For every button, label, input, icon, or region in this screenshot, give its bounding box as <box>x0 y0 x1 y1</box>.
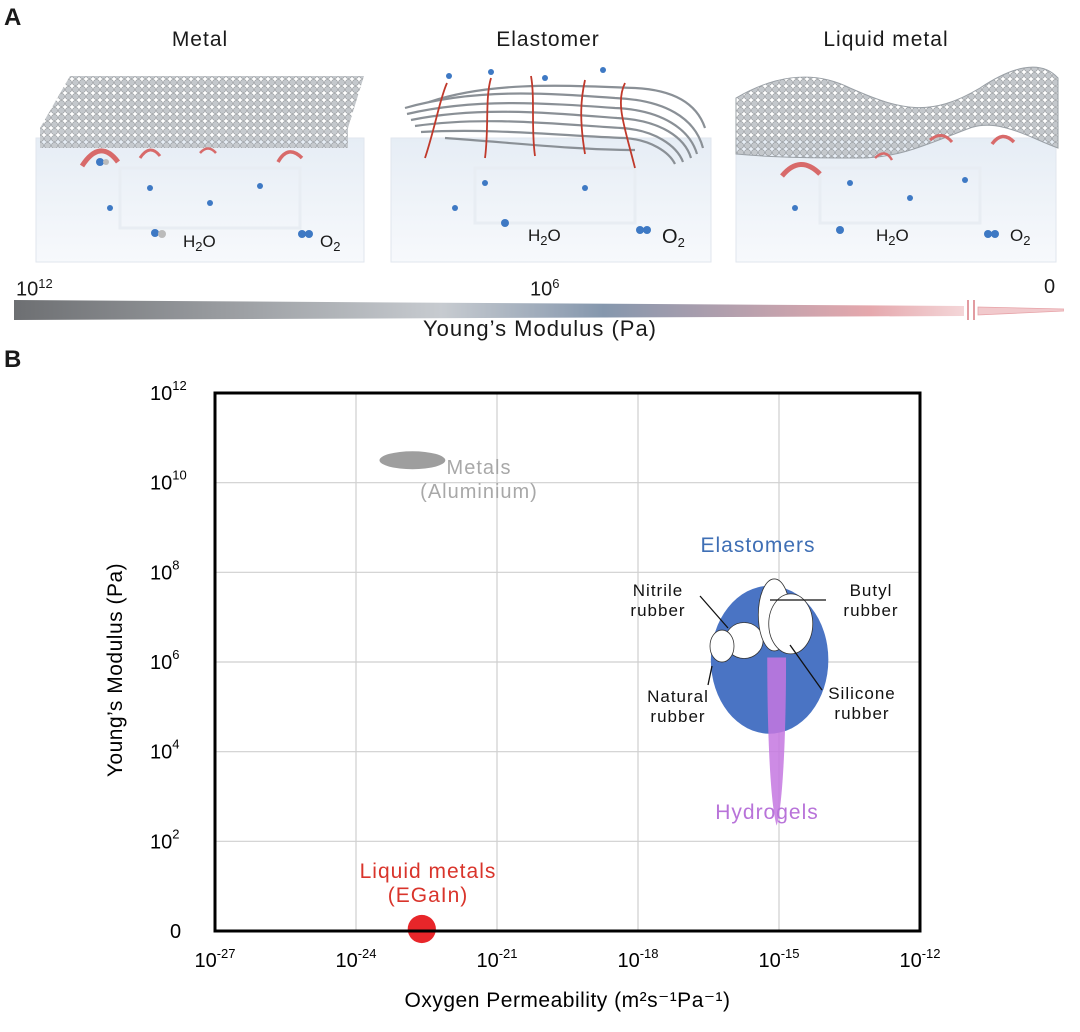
liquid-o2-label: O2 <box>1010 226 1031 248</box>
silicone-rubber-label: Silicone rubber <box>828 684 896 723</box>
liquid-metals-label: Liquid metals (EGaIn) <box>360 860 497 907</box>
modulus-tick-high: 1012 <box>16 276 53 301</box>
leader-line <box>707 665 713 686</box>
liquid-metal-blob <box>735 66 1059 159</box>
liquid-metal-illustration <box>735 66 1059 263</box>
metal-lattice <box>40 76 364 128</box>
modulus-bar-title: Young’s Modulus (Pa) <box>422 316 658 341</box>
x-axis-title: Oxygen Permeability (m²s⁻¹Pa⁻¹) <box>405 989 731 1012</box>
liquid-metal-title: Liquid metal <box>823 28 949 51</box>
x-tick-label: 10-21 <box>476 946 517 972</box>
leader-line <box>699 595 729 629</box>
metals-region <box>379 451 446 470</box>
plot-frame <box>213 391 922 933</box>
butyl-rubber-blob <box>709 629 735 663</box>
y-tick-label: 0 <box>170 921 181 943</box>
metals-label: Metals (Aluminium) <box>420 457 538 503</box>
leader-line <box>789 644 823 691</box>
metal-h2o-label: H2O <box>183 232 216 254</box>
y-tick-label: 106 <box>150 647 179 674</box>
metal-illustration <box>35 76 365 263</box>
x-tick-label: 10-12 <box>899 946 940 972</box>
metal-o2-label: O2 <box>320 232 341 254</box>
modulus-tick-mid: 106 <box>530 276 560 301</box>
nitrile-rubber-label: Nitrile rubber <box>630 581 685 620</box>
elastomer-o2-label: O2 <box>662 226 685 250</box>
hydrogels-region <box>767 657 787 826</box>
permeability-modulus-chart: Metals (Aluminium) Elastomers Hydrogels Liqu… <box>104 378 941 1012</box>
x-tick-label: 10-15 <box>758 946 799 972</box>
panel-a-letter: A <box>4 4 22 31</box>
y-tick-label: 1012 <box>150 378 187 405</box>
x-tick-label: 10-24 <box>335 946 376 972</box>
y-tick-label: 108 <box>150 557 179 584</box>
chart-ticks: 10-27 10-24 10-21 10-18 10-15 10-12 0 102 104 106… <box>150 378 941 972</box>
silicone-rubber-blob <box>768 593 814 655</box>
elastomers-label: Elastomers <box>700 534 815 557</box>
y-tick-label: 104 <box>150 737 179 764</box>
elastomer-illustration <box>390 67 712 263</box>
modulus-gradient-bar <box>14 300 1064 320</box>
chart-regions <box>379 451 829 944</box>
hydrogels-label: Hydrogels <box>715 801 819 824</box>
elastomer-title: Elastomer <box>496 28 600 51</box>
modulus-tick-zero: 0 <box>1044 276 1056 298</box>
elastomer-h2o-label: H2O <box>528 226 561 248</box>
chart-labels: Metals (Aluminium) Elastomers Hydrogels Liqu… <box>360 457 898 907</box>
natural-rubber-label: Butyl rubber <box>843 581 898 620</box>
y-tick-label: 1010 <box>150 468 187 495</box>
butyl-rubber-label: Natural rubber <box>647 687 709 726</box>
liquid-metals-region <box>407 914 436 944</box>
x-tick-label: 10-27 <box>194 946 235 972</box>
x-tick-label: 10-18 <box>617 946 658 972</box>
panel-b-letter: B <box>4 346 22 373</box>
metal-title: Metal <box>171 28 229 51</box>
y-axis-title: Young’s Modulus (Pa) <box>104 563 127 777</box>
y-tick-label: 102 <box>150 826 179 853</box>
liquid-h2o-label: H2O <box>876 226 909 248</box>
